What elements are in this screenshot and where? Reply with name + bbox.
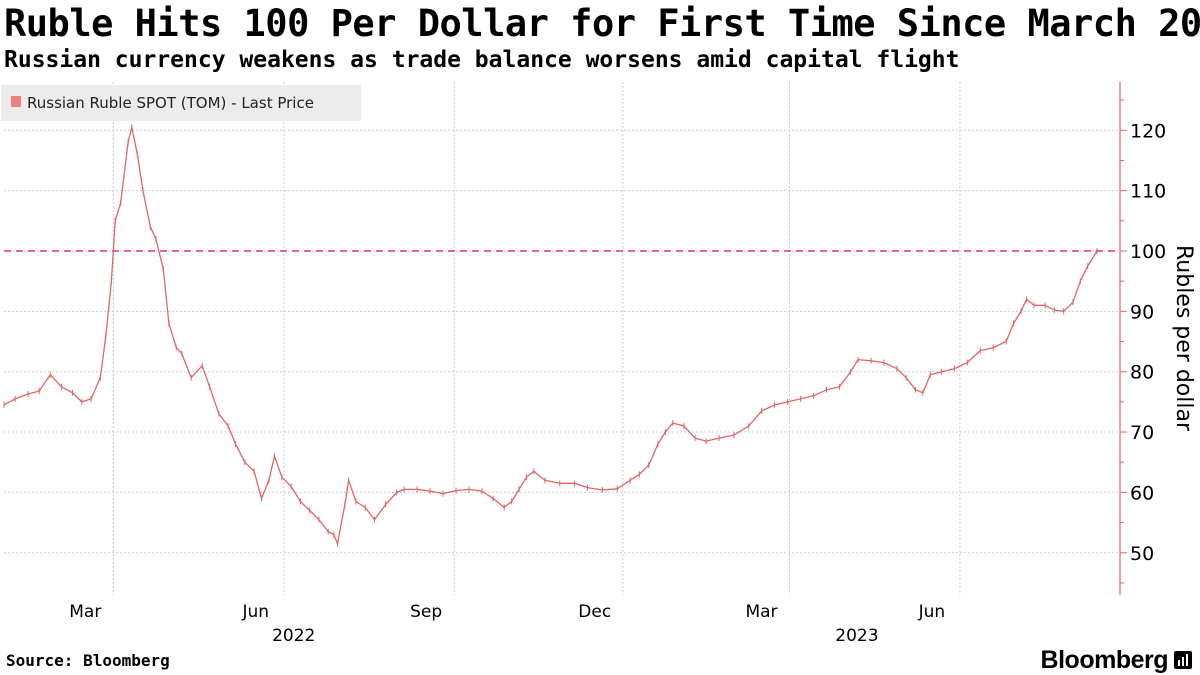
y-tick-label-60: 60 bbox=[1130, 482, 1154, 504]
y-axis: 50 60 70 80 90 100 110 120 bbox=[1119, 82, 1166, 595]
x-year-label-0: 2022 bbox=[272, 626, 315, 646]
y-tick-label-120: 120 bbox=[1130, 120, 1166, 142]
grid-lines bbox=[4, 82, 1120, 595]
brand-logo-text: Bloomberg bbox=[1040, 646, 1169, 674]
x-tick-label-0: Mar bbox=[69, 602, 101, 622]
series-line-0 bbox=[3, 126, 1098, 545]
x-year-label-1: 2023 bbox=[835, 626, 878, 646]
y-tick-label-90: 90 bbox=[1130, 301, 1154, 323]
x-tick-label-1: Jun bbox=[241, 602, 269, 622]
chart-subtitle: Russian currency weakens as trade balanc… bbox=[4, 47, 960, 73]
bloomberg-terminal-icon bbox=[1174, 651, 1192, 669]
legend-swatch bbox=[11, 96, 21, 107]
x-tick-label-2: Sep bbox=[410, 602, 442, 622]
y-tick-label-70: 70 bbox=[1130, 422, 1154, 444]
x-tick-label-4: Mar bbox=[745, 602, 777, 622]
y-tick-label-80: 80 bbox=[1130, 362, 1154, 384]
legend-label: Russian Ruble SPOT (TOM) - Last Price bbox=[27, 94, 314, 112]
y-axis-title: Rubles per dollar bbox=[1171, 245, 1196, 432]
y-tick-label-110: 110 bbox=[1130, 181, 1166, 203]
source-note: Source: Bloomberg bbox=[6, 651, 170, 670]
y-tick-label-100: 100 bbox=[1130, 241, 1166, 263]
x-tick-label-3: Dec bbox=[578, 602, 611, 622]
series-layer bbox=[3, 124, 1098, 547]
legend-box bbox=[1, 85, 361, 121]
y-tick-label-50: 50 bbox=[1130, 543, 1154, 565]
legend: Russian Ruble SPOT (TOM) - Last Price bbox=[1, 85, 361, 121]
chart-title: Ruble Hits 100 Per Dollar for First Time… bbox=[4, 2, 1200, 45]
x-tick-label-5: Jun bbox=[918, 602, 946, 622]
